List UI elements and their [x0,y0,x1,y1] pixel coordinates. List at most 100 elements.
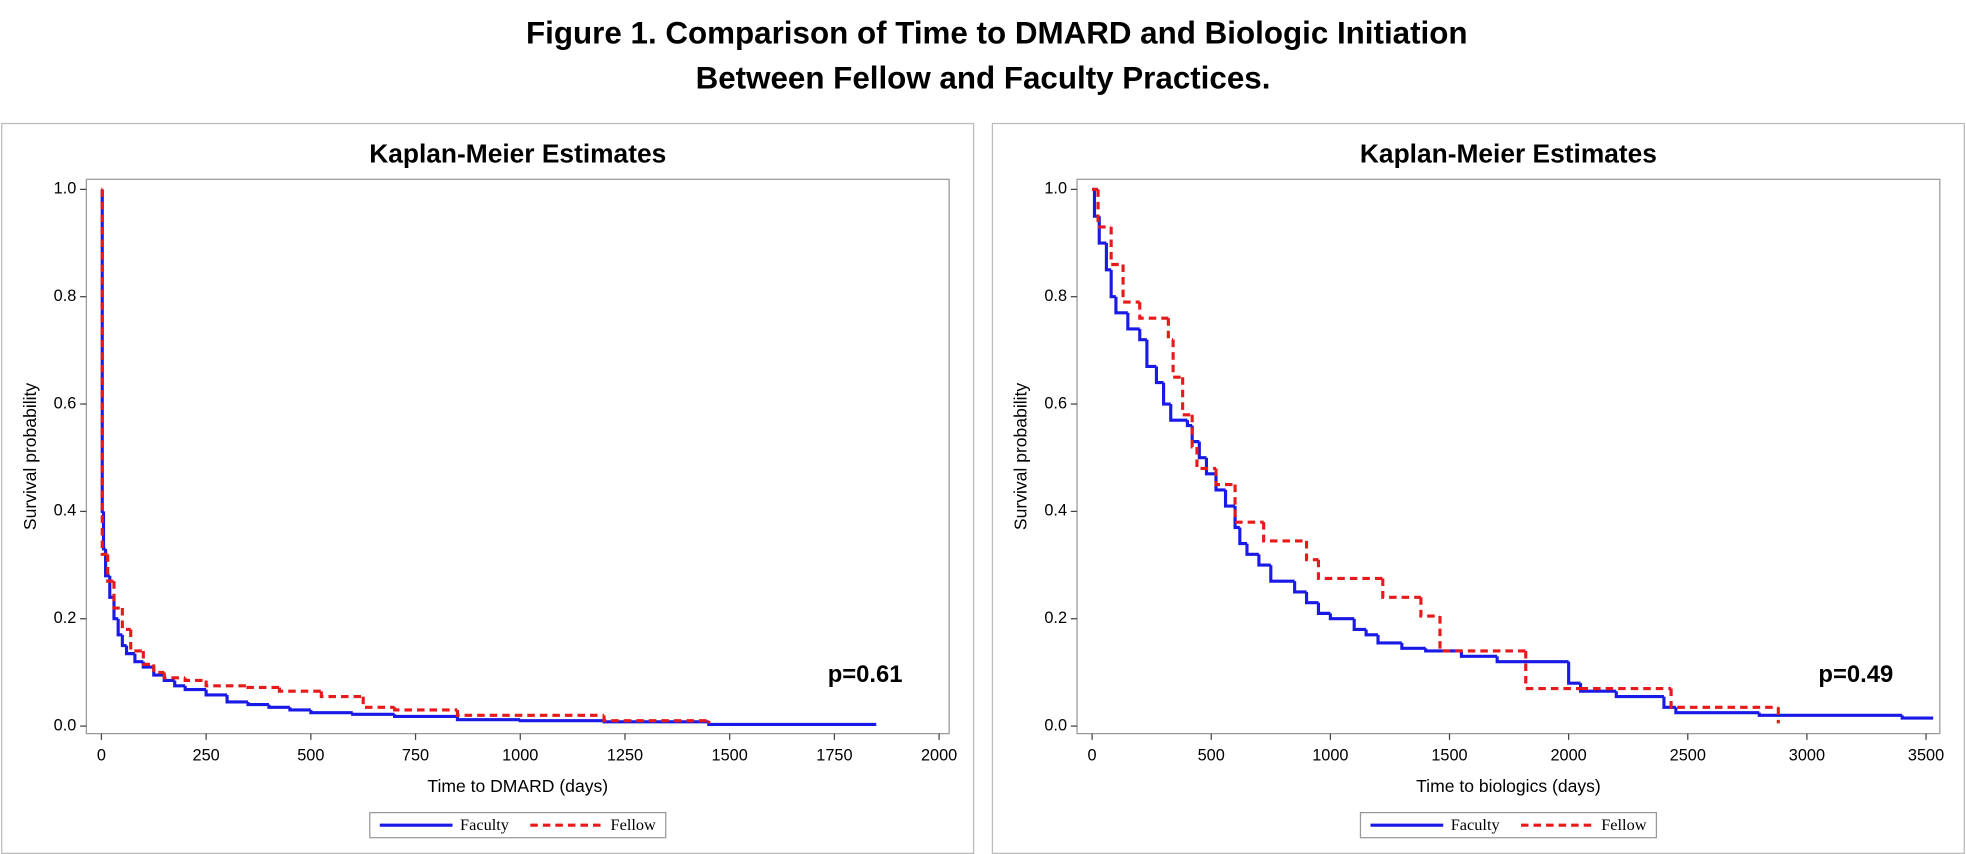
step-segment [1900,715,1934,720]
step-segment [319,691,364,699]
step-segment [1614,691,1664,699]
step-segment [106,554,114,583]
step-segment [1304,540,1319,562]
step-segment [120,634,127,648]
step-segment [1438,616,1526,653]
x-tick-label: 1750 [816,746,852,764]
legend-label: Faculty [1451,815,1501,834]
step-segment [1400,642,1426,650]
x-tick-label: 0 [97,746,106,764]
x-tick-label: 1500 [1431,746,1467,764]
step-segment [1419,597,1440,618]
step-segment [183,685,207,692]
step-segment [1114,296,1128,315]
x-axis-label: Time to biologics (days) [1416,776,1601,796]
p-value: p=0.49 [1818,661,1893,688]
step-segment [1223,489,1236,508]
x-tick-label: 1500 [712,746,748,764]
y-tick-label: 0.6 [1044,394,1067,412]
step-segment [1145,339,1157,369]
step-segment [455,716,521,722]
step-segment [1316,559,1383,581]
step-segment [129,629,144,653]
step-segment [1304,591,1319,605]
y-tick-label: 0.4 [54,502,77,520]
y-axis-label: Survival probability [20,383,40,530]
step-segment [1674,707,1760,715]
x-tick-label: 750 [402,746,429,764]
x-tick-label: 3000 [1789,746,1825,764]
survival-curve [1092,187,1934,720]
chart-title: Kaplan-Meier Estimates [1360,138,1657,168]
chart-title: Kaplan-Meier Estimates [369,138,666,168]
y-tick-label: 0.8 [1044,287,1067,305]
step-segment [120,608,131,632]
step-segment [1126,312,1140,331]
step-segment [1233,484,1264,524]
step-segment [1214,468,1236,487]
y-tick-label: 0.8 [54,287,77,305]
x-tick-label: 500 [1198,746,1225,764]
y-tick-label: 0.0 [1044,716,1067,734]
step-segment [173,680,186,688]
step-segment [1459,650,1498,658]
legend-label: Faculty [460,815,510,834]
step-segment [1169,404,1188,422]
step-segment [100,189,108,556]
step-segment [1293,581,1307,594]
step-segment [1262,522,1307,543]
survival-curve [1092,187,1780,724]
step-segment [1567,661,1581,685]
step-segment [112,581,123,610]
step-segment [1238,527,1247,546]
step-segment [1495,656,1569,664]
step-segment [1204,457,1217,476]
step-segment [183,677,207,683]
step-segment [162,672,186,680]
x-tick-label: 2500 [1670,746,1706,764]
step-segment [1162,382,1171,406]
figure-title: Figure 1. Comparison of Time to DMARD an… [526,15,1467,50]
step-segment [393,714,458,718]
y-tick-label: 0.4 [1044,502,1067,520]
survival-curve [100,187,711,724]
legend-box [369,811,667,839]
step-segment [361,696,395,709]
y-axis-label: Survival probability [1011,383,1031,530]
panel-frame [991,122,1965,854]
step-segment [1364,629,1379,637]
step-segment [246,701,269,707]
step-segment [267,704,290,709]
step-segment [1197,441,1207,460]
x-tick-label: 1000 [1312,746,1348,764]
step-segment [1166,318,1174,342]
step-segment [1245,543,1259,556]
step-segment [1185,420,1193,428]
plot-frame [85,178,950,735]
y-tick-label: 0.2 [1044,609,1067,627]
step-segment [246,685,280,690]
step-segment [1669,688,1779,709]
step-segment [1138,328,1147,342]
step-segment [152,664,165,674]
x-axis-label: Time to DMARD (days) [427,776,608,796]
step-segment [518,719,605,723]
step-segment [1214,473,1226,492]
step-segment [204,689,228,697]
step-segment [100,189,104,513]
step-segment [1269,565,1295,583]
step-segment [1381,578,1421,599]
step-segment [101,511,106,551]
step-segment [1190,414,1197,449]
step-segment [1097,216,1107,245]
step-segment [141,650,154,666]
x-tick-label: 500 [297,746,324,764]
panel-frame [1,122,975,854]
x-tick-label: 250 [193,746,220,764]
step-segment [1195,446,1217,471]
step-segment [1328,613,1355,621]
step-segment [1154,366,1164,385]
x-tick-label: 2000 [921,746,957,764]
step-segment [1171,339,1183,379]
